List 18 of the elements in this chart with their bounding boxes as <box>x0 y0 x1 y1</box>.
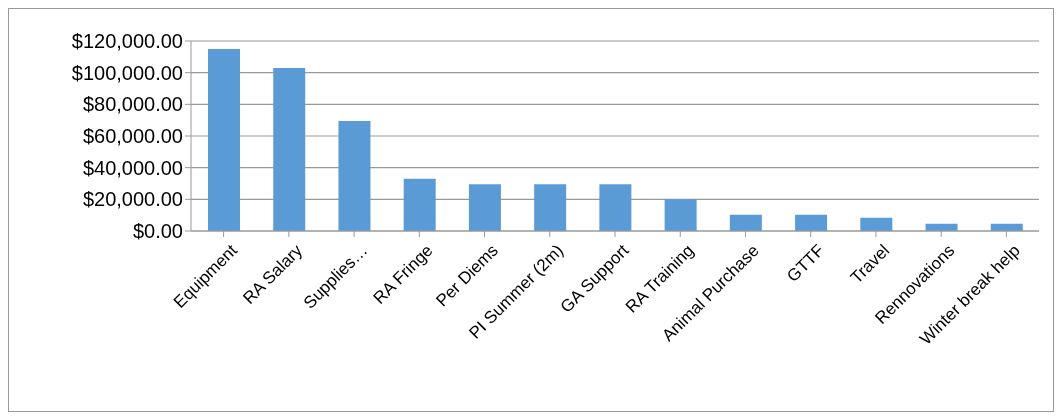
bar <box>860 217 893 231</box>
y-tick-label: $80,000.00 <box>82 93 183 116</box>
bar <box>729 214 762 231</box>
bar <box>403 178 436 231</box>
y-tick-label: $100,000.00 <box>71 61 183 84</box>
y-tick-label: $40,000.00 <box>82 156 183 179</box>
bar <box>338 120 371 231</box>
bar <box>795 214 828 231</box>
bar <box>208 48 240 231</box>
y-tick-label: $120,000.00 <box>71 30 183 53</box>
bar <box>273 67 306 231</box>
y-tick-label: $20,000.00 <box>82 188 183 211</box>
bar <box>664 199 697 231</box>
bar <box>468 184 501 231</box>
bar <box>599 184 632 231</box>
y-tick-label: $60,000.00 <box>82 125 183 148</box>
bar <box>534 184 567 231</box>
y-tick-label: $0.00 <box>132 220 183 243</box>
